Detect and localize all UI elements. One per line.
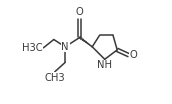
Text: N: N bbox=[61, 42, 69, 52]
Text: NH: NH bbox=[97, 60, 112, 70]
Text: CH3: CH3 bbox=[45, 73, 65, 83]
Text: O: O bbox=[130, 50, 137, 60]
Text: O: O bbox=[76, 7, 84, 17]
Text: H3C: H3C bbox=[22, 43, 42, 53]
